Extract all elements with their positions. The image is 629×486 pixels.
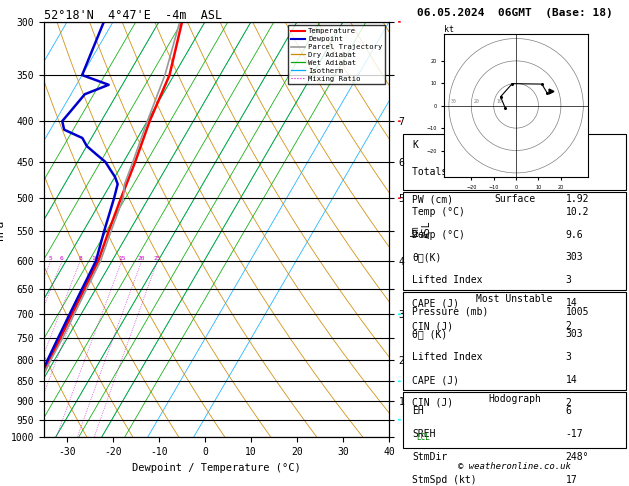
Bar: [403, 134, 626, 190]
Text: 3: 3: [565, 352, 572, 362]
Text: CIN (J): CIN (J): [412, 321, 454, 331]
Text: 303: 303: [565, 253, 583, 262]
Text: θᴄ (K): θᴄ (K): [412, 330, 447, 339]
Text: PW (cm): PW (cm): [412, 194, 454, 204]
Text: CAPE (J): CAPE (J): [412, 375, 459, 385]
Text: 9.6: 9.6: [565, 230, 583, 240]
Y-axis label: hPa: hPa: [0, 220, 5, 240]
Y-axis label: km
ASL: km ASL: [410, 221, 432, 239]
Text: kt: kt: [445, 25, 454, 34]
Text: 303: 303: [565, 330, 583, 339]
Text: Lifted Index: Lifted Index: [412, 276, 482, 285]
Text: 5: 5: [49, 256, 53, 261]
Text: 8: 8: [78, 256, 82, 261]
Text: Hodograph: Hodograph: [488, 394, 541, 404]
Text: 10: 10: [91, 256, 98, 261]
Legend: Temperature, Dewpoint, Parcel Trajectory, Dry Adiabat, Wet Adiabat, Isotherm, Mi: Temperature, Dewpoint, Parcel Trajectory…: [288, 25, 386, 85]
Text: -17: -17: [565, 429, 583, 439]
Bar: [403, 292, 626, 390]
Text: θᴄ(K): θᴄ(K): [412, 253, 442, 262]
Text: Lifted Index: Lifted Index: [412, 352, 482, 362]
Text: 14: 14: [565, 298, 577, 308]
Text: EH: EH: [412, 406, 424, 416]
Text: SREH: SREH: [412, 429, 436, 439]
Text: 3: 3: [565, 276, 572, 285]
Text: 6: 6: [60, 256, 64, 261]
Bar: [403, 392, 626, 448]
Text: 10: 10: [496, 100, 502, 104]
Text: 2: 2: [565, 321, 572, 331]
Text: 06.05.2024  06GMT  (Base: 18): 06.05.2024 06GMT (Base: 18): [416, 8, 613, 17]
Text: 1.92: 1.92: [565, 194, 589, 204]
Text: Pressure (mb): Pressure (mb): [412, 307, 489, 316]
Text: 2: 2: [565, 398, 572, 408]
Text: LCL: LCL: [416, 433, 430, 442]
Text: CAPE (J): CAPE (J): [412, 298, 459, 308]
Text: 20: 20: [138, 256, 145, 261]
Text: 52°18'N  4°47'E  -4m  ASL: 52°18'N 4°47'E -4m ASL: [44, 9, 222, 22]
Text: 25: 25: [153, 256, 161, 261]
Text: 248°: 248°: [565, 452, 589, 462]
Text: Most Unstable: Most Unstable: [476, 294, 553, 304]
Text: 25: 25: [565, 140, 577, 150]
Text: StmDir: StmDir: [412, 452, 447, 462]
Text: Totals Totals: Totals Totals: [412, 167, 489, 177]
Text: Temp (°C): Temp (°C): [412, 207, 465, 217]
Text: K: K: [412, 140, 418, 150]
Text: 15: 15: [118, 256, 126, 261]
Text: 14: 14: [565, 375, 577, 385]
Text: CIN (J): CIN (J): [412, 398, 454, 408]
Text: 6: 6: [565, 406, 572, 416]
Bar: [403, 192, 626, 290]
X-axis label: Dewpoint / Temperature (°C): Dewpoint / Temperature (°C): [132, 463, 301, 473]
Text: © weatheronline.co.uk: © weatheronline.co.uk: [458, 462, 571, 471]
Text: 50: 50: [565, 167, 577, 177]
Text: StmSpd (kt): StmSpd (kt): [412, 475, 477, 485]
Text: 17: 17: [565, 475, 577, 485]
Text: 1005: 1005: [565, 307, 589, 316]
Text: 10.2: 10.2: [565, 207, 589, 217]
Text: Dewp (°C): Dewp (°C): [412, 230, 465, 240]
Text: 20: 20: [474, 100, 479, 104]
Text: 30: 30: [451, 100, 457, 104]
Text: Surface: Surface: [494, 194, 535, 204]
